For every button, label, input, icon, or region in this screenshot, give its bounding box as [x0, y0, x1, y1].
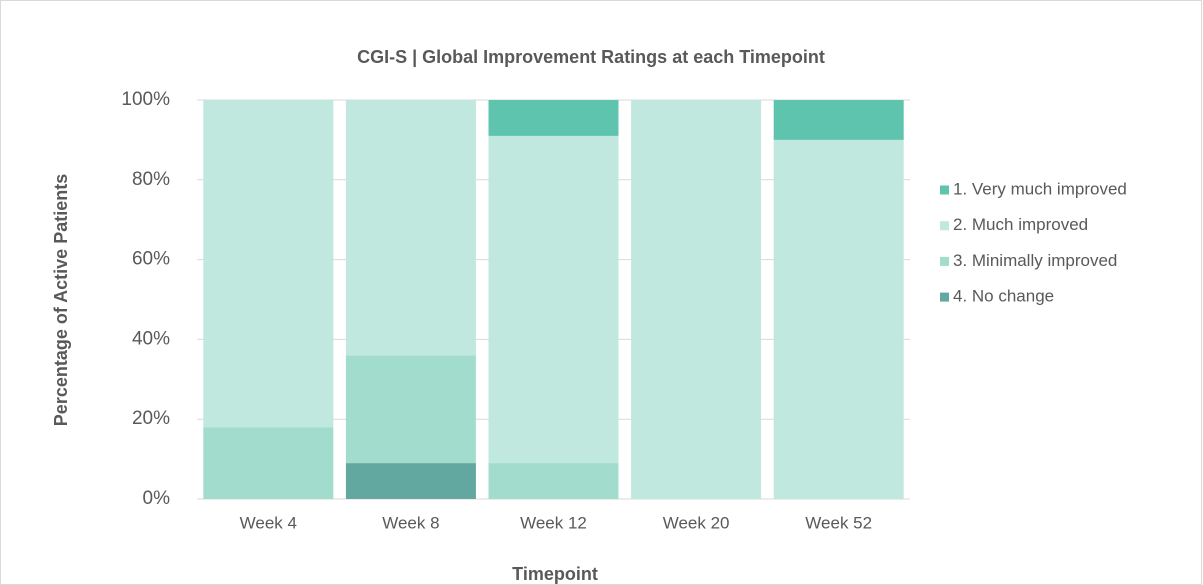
bar-segment	[631, 100, 762, 499]
chart-title: CGI-S | Global Improvement Ratings at ea…	[357, 47, 825, 67]
bar-segment	[345, 355, 476, 464]
bar-segment	[345, 463, 476, 499]
x-tick-label: Week 4	[240, 513, 297, 532]
legend-label: 4. No change	[953, 287, 1054, 306]
bar-segment	[488, 463, 619, 499]
bar-segment	[773, 139, 904, 499]
y-tick-label: 80%	[132, 169, 170, 190]
bar-segment	[773, 100, 904, 140]
bar-segment	[488, 100, 619, 136]
bar-segment	[203, 427, 334, 499]
legend-swatch	[940, 292, 949, 302]
y-tick-label: 20%	[132, 408, 170, 429]
x-tick-label: Week 52	[805, 513, 872, 532]
y-tick-label: 60%	[132, 249, 170, 270]
x-axis-label: Timepoint	[512, 564, 598, 584]
y-axis-label: Percentage of Active Patients	[51, 174, 71, 426]
y-tick-label: 100%	[121, 89, 170, 110]
x-tick-label: Week 8	[382, 513, 439, 532]
legend-swatch	[940, 221, 949, 231]
bar-segment	[488, 135, 619, 464]
legend-label: 2. Much improved	[953, 215, 1088, 234]
legend-label: 1. Very much improved	[953, 179, 1127, 198]
legend-label: 3. Minimally improved	[953, 251, 1117, 270]
bar-segment	[345, 100, 476, 356]
legend-swatch	[940, 185, 949, 195]
y-tick-label: 0%	[143, 488, 171, 509]
bar-segment	[203, 100, 334, 428]
y-tick-label: 40%	[132, 328, 170, 349]
x-tick-label: Week 12	[520, 513, 587, 532]
legend-swatch	[940, 256, 949, 266]
x-tick-label: Week 20	[663, 513, 730, 532]
